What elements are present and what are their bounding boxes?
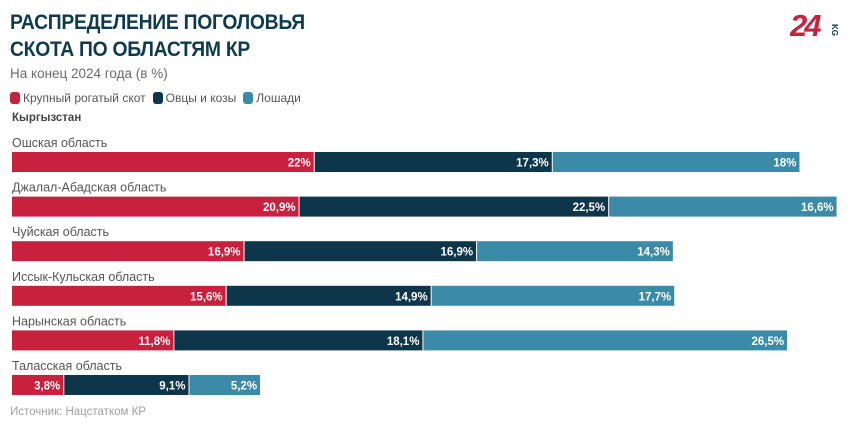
data-label: 9,1% [159, 381, 185, 393]
legend-label-sheep-goats: Овцы и козы [165, 91, 237, 105]
brand-logo: 24 KG [790, 8, 839, 42]
data-label: 5,2% [231, 381, 257, 393]
bar-segment [12, 285, 226, 306]
data-label: 17,3% [516, 158, 549, 170]
bar-segment [299, 196, 609, 217]
group-label: Кыргызстан [12, 112, 82, 124]
legend-item-horses: Лошади [243, 91, 301, 105]
data-label: 18,1% [387, 336, 420, 348]
bar-segment [423, 330, 788, 351]
bar-segment [244, 241, 477, 262]
legend-swatch-cattle [10, 92, 20, 104]
legend-label-cattle: Крупный рогатый скот [23, 91, 146, 105]
category-label: Чуйская область [12, 225, 109, 239]
bar-segment [477, 241, 673, 262]
bar-segment [174, 330, 423, 351]
data-label: 17,7% [639, 291, 672, 303]
legend-item-sheep-goats: Овцы и козы [152, 91, 237, 105]
category-label: Джалал-Абадская область [12, 181, 166, 195]
data-label: 14,3% [637, 247, 670, 259]
bar-segment [609, 196, 837, 217]
data-label: 22,5% [573, 202, 606, 214]
data-label: 18% [773, 158, 796, 170]
bar-segment [552, 152, 800, 172]
legend-item-cattle: Крупный рогатый скот [10, 91, 146, 105]
chart-title: РАСПРЕДЕЛЕНИЕ ПОГОЛОВЬЯ СКОТА ПО ОБЛАСТЯ… [10, 9, 525, 63]
bar-segment [431, 285, 675, 306]
category-label: Таласская область [12, 359, 122, 373]
data-label: 22% [288, 158, 311, 170]
legend: Крупный рогатый скот Овцы и козы Лошади [10, 91, 308, 105]
chart-subtitle: На конец 2024 года (в %) [10, 66, 168, 81]
legend-swatch-sheep-goats [152, 92, 163, 104]
chart-title-line-2: СКОТА ПО ОБЛАСТЯМ КР [10, 38, 250, 61]
bar-segment [314, 152, 552, 172]
data-label: 16,9% [440, 247, 473, 259]
logo-suffix: KG [830, 24, 839, 36]
chart-title-line-1: РАСПРЕДЕЛЕНИЕ ПОГОЛОВЬЯ [10, 11, 305, 34]
data-label: 16,6% [801, 202, 834, 214]
bar-segment [12, 330, 174, 351]
bar-segment [64, 375, 189, 395]
bar-segment [12, 152, 314, 172]
bar-segment [12, 375, 64, 395]
data-label: 14,9% [395, 291, 428, 303]
category-label: Иссык-Кульская область [12, 270, 155, 284]
bar-segment [226, 285, 431, 306]
category-label: Ошская область [12, 136, 107, 150]
source-note: Источник: Нацстатком КР [10, 406, 146, 418]
legend-label-horses: Лошади [256, 91, 301, 105]
bar-segment [12, 196, 299, 217]
bar-segment [12, 241, 244, 262]
category-label: Нарынская область [12, 314, 126, 328]
data-label: 16,9% [208, 247, 241, 259]
bar-segment [189, 375, 261, 395]
data-label: 20,9% [263, 202, 296, 214]
data-label: 26,5% [751, 336, 784, 348]
legend-swatch-horses [243, 92, 254, 104]
data-label: 3,8% [34, 381, 60, 393]
data-label: 15,6% [190, 291, 223, 303]
data-label: 11,8% [138, 336, 170, 348]
